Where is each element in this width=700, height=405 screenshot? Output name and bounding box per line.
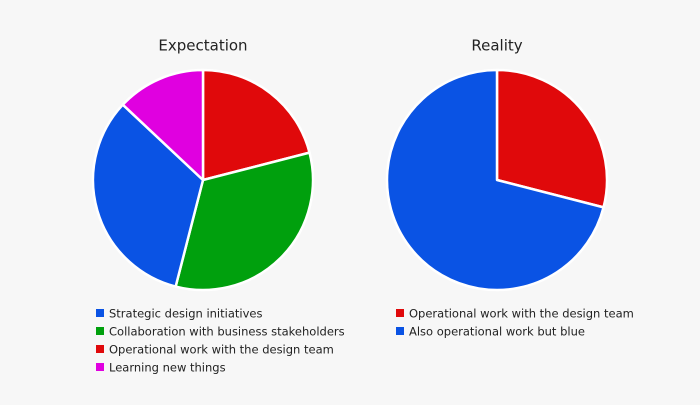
legend-label: Also operational work but blue — [409, 325, 585, 339]
legend-label: Strategic design initiatives — [109, 307, 262, 321]
legend-swatch — [96, 363, 104, 371]
legend-label: Learning new things — [109, 361, 226, 375]
legend-swatch — [96, 345, 104, 353]
chart-title: Reality — [471, 37, 522, 55]
legend-label: Operational work with the design team — [109, 343, 334, 357]
legend-swatch — [396, 309, 404, 317]
pie-slice — [174, 151, 315, 292]
legend-label: Collaboration with business stakeholders — [109, 325, 345, 339]
legend-swatch — [96, 309, 104, 317]
pie-slice — [201, 68, 311, 182]
pie-slice — [121, 68, 205, 182]
legend-swatch — [96, 327, 104, 335]
chart-title: Expectation — [158, 37, 247, 55]
pie-slice — [495, 68, 609, 209]
pie-slice — [91, 103, 205, 288]
legend-label: Operational work with the design team — [409, 307, 634, 321]
legend-swatch — [396, 327, 404, 335]
pie-slice — [385, 68, 605, 292]
